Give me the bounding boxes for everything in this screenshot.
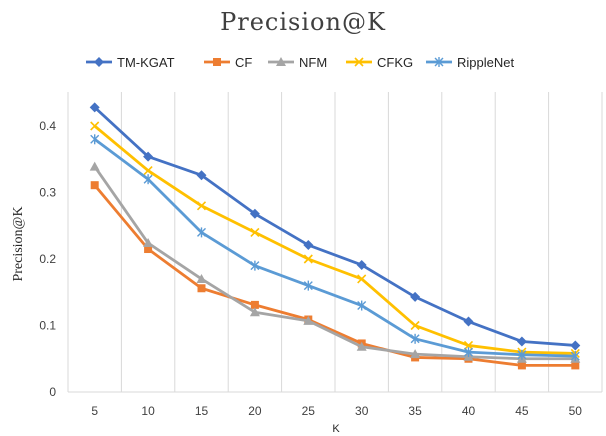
y-tick-label: 0.1 [39,319,56,333]
data-point-cfkg [196,201,207,211]
data-point-cfkg [357,274,367,284]
series-line-cfkg [93,124,576,355]
y-tick-label: 0.3 [39,186,56,200]
data-point-ripplenet [90,134,100,145]
x-tick-label: 50 [569,404,583,418]
data-point-ripplenet [250,260,260,271]
legend-marker [434,57,444,67]
legend-item-ripplenet: RippleNet [426,55,514,70]
series-nfm [89,161,581,363]
series-line-cf [93,184,576,367]
data-point-cfkg [250,227,260,237]
chart-title: Precision@K [220,8,386,36]
data-point-ripplenet [570,351,580,362]
data-point-tm-kgat [249,208,260,219]
series-ripplenet [90,134,580,362]
y-tick-label: 0.2 [39,252,56,266]
legend-label: CF [235,55,252,70]
data-point-nfm [410,349,421,359]
x-tick-label: 20 [248,404,262,418]
legend-marker [354,57,364,67]
data-point-nfm [303,315,314,325]
series-layer [89,102,581,370]
x-tick-label: 45 [515,404,529,418]
x-tick-label: 40 [462,404,476,418]
data-point-tm-kgat [303,240,314,251]
data-point-cf [250,300,259,309]
data-point-ripplenet [410,333,420,344]
legend-item-tm-kgat: TM-KGAT [86,55,175,70]
series-line-nfm [93,165,576,361]
legend-label: NFM [299,55,327,70]
data-point-cfkg [463,340,474,351]
data-point-nfm [196,273,207,283]
data-point-cfkg [303,254,313,264]
x-tick-label: 10 [141,404,155,418]
x-axis-title: K [332,423,340,435]
gridlines [67,92,603,393]
data-point-tm-kgat [570,340,581,351]
y-axis-ticks: 0 0.1 0.2 0.3 0.4 [39,119,56,399]
data-point-tm-kgat [410,291,421,302]
series-line-tm-kgat [93,106,576,347]
data-point-tm-kgat [89,102,100,113]
data-point-ripplenet [464,347,473,358]
data-point-ripplenet [517,349,527,360]
x-tick-label: 15 [195,404,209,418]
data-point-cf [90,181,99,190]
y-tick-label: 0 [49,385,56,399]
data-point-cf [571,361,580,370]
data-point-ripplenet [197,227,206,238]
data-point-ripplenet [357,300,367,311]
data-point-tm-kgat [463,316,474,327]
data-point-nfm [89,161,100,171]
x-axis-ticks: 5 10 15 20 25 30 35 40 45 50 [91,404,582,418]
data-point-cf [517,361,526,370]
x-tick-label: 30 [355,404,369,418]
data-point-tm-kgat [196,170,207,181]
data-point-nfm [249,307,260,317]
y-tick-label: 0.4 [39,119,56,133]
data-point-cfkg [410,320,420,331]
legend-label: RippleNet [457,55,514,70]
data-point-tm-kgat [356,259,367,270]
data-point-nfm [356,341,367,351]
x-tick-label: 35 [408,404,422,418]
plot-area: 5 10 15 20 25 30 35 40 45 50 0 0.1 0.2 0.3 0.4 [39,92,603,418]
legend-label: CFKG [377,55,413,70]
x-tick-label: 25 [302,404,316,418]
data-point-ripplenet [143,174,153,185]
legend-item-cfkg: CFKG [346,55,413,70]
legend-marker [94,57,104,67]
legend-item-cf: CF [204,55,252,70]
data-point-ripplenet [303,280,313,291]
data-point-tm-kgat [516,336,527,347]
series-line-ripplenet [93,138,576,358]
data-point-cf [197,284,206,293]
legend-marker [276,57,286,66]
data-point-tm-kgat [143,151,154,162]
legend-marker [213,58,221,66]
legend-item-nfm: NFM [268,55,327,70]
x-tick-label: 5 [91,404,98,418]
y-axis-title: Precision@K [11,206,26,281]
data-point-cfkg [143,165,153,176]
data-point-cfkg [90,121,100,131]
legend-label: TM-KGAT [117,55,175,70]
series-tm-kgat [89,102,581,351]
data-point-nfm [143,238,154,248]
data-point-cf [144,245,153,254]
legend: TM-KGAT CF NFM CFKG RippleNet [86,55,514,70]
